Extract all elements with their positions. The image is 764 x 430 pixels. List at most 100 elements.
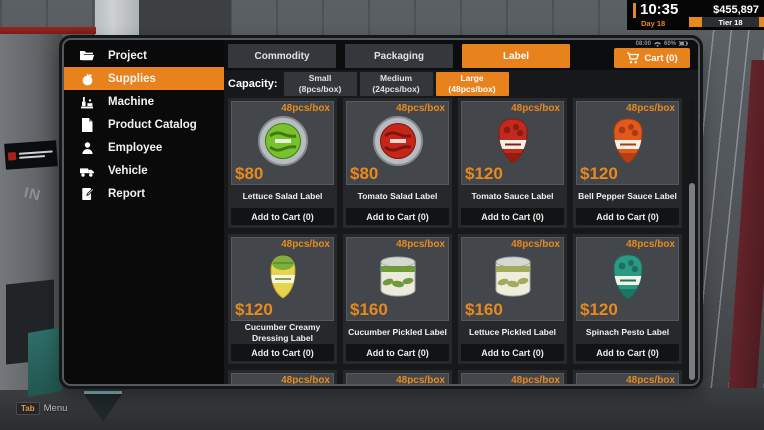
capacity-option-name: Small	[308, 73, 332, 84]
floor-marker-line	[84, 391, 122, 394]
game-clock: 10:35	[640, 1, 679, 18]
add-to-cart-button[interactable]: Add to Cart (0)	[346, 208, 449, 225]
tab-commodity[interactable]: Commodity	[228, 44, 336, 68]
product-art	[257, 251, 309, 308]
add-to-cart-button[interactable]: Add to Cart (0)	[576, 208, 679, 225]
cart-label: Cart (0)	[644, 52, 678, 64]
scrollbar-track[interactable]	[689, 98, 695, 380]
product-price: $80	[350, 164, 379, 183]
folder-icon	[79, 48, 95, 64]
supplies-panel: Project Supplies Machine Product Catalog Emp…	[62, 38, 700, 386]
hud-topbar: 10:35 Day 18 $455,897 Tier 18	[627, 0, 764, 30]
sidebar-item-machine[interactable]: Machine	[64, 90, 224, 113]
apple-icon	[79, 71, 95, 87]
tier-progress-fill	[689, 17, 702, 27]
add-to-cart-button[interactable]: Add to Cart (0)	[576, 344, 679, 361]
product-image-box: 48pcs/box $120	[576, 101, 679, 185]
capacity-option-large[interactable]: Large (48pcs/box)	[435, 72, 509, 96]
cart-icon	[627, 52, 640, 64]
product-art	[486, 252, 540, 307]
sidebar-item-supplies[interactable]: Supplies	[64, 67, 224, 90]
tablet-battery-percent: 60%	[663, 40, 676, 47]
product-card: 48pcs/box $120 Tomato Sauce Label Add to C…	[458, 98, 567, 228]
product-grid: 48pcs/box $80 Lettuce Salad Label Add to C…	[228, 98, 682, 386]
add-to-cart-button[interactable]: Add to Cart (0)	[346, 344, 449, 361]
product-price: $120	[465, 164, 503, 183]
dressing-label-art	[269, 254, 296, 299]
add-to-cart-button[interactable]: Add to Cart (0)	[461, 208, 564, 225]
wifi-icon	[654, 41, 661, 47]
capacity-option-name: Medium	[379, 73, 413, 84]
red-pipe-beam	[0, 27, 96, 34]
tab-bar: Commodity Packaging Label	[228, 44, 570, 68]
product-image-box: 48pcs/box	[231, 373, 334, 386]
tablet-status-bar: 08:00 60%	[636, 40, 688, 47]
sidebar-item-report[interactable]: Report	[64, 182, 224, 205]
can-label-art	[380, 256, 415, 296]
tab-packaging[interactable]: Packaging	[345, 44, 453, 68]
sidebar-item-project[interactable]: Project	[64, 44, 224, 67]
machine-in-text: IN	[22, 184, 43, 205]
sidebar-item-product-catalog[interactable]: Product Catalog	[64, 113, 224, 136]
sidebar-item-vehicle[interactable]: Vehicle	[64, 159, 224, 182]
bottle-label-art	[497, 117, 528, 164]
capacity-option-small[interactable]: Small (8pcs/box)	[283, 72, 357, 96]
sidebar-item-label: Machine	[108, 95, 155, 108]
product-art	[602, 251, 654, 308]
product-card: 48pcs/box $160 Cucumber Pickled Label Add …	[343, 234, 452, 364]
report-icon	[79, 186, 95, 202]
product-image-box: 48pcs/box	[346, 373, 449, 384]
capacity-option-detail: (24pcs/box)	[372, 84, 420, 94]
add-to-cart-button[interactable]: Add to Cart (0)	[231, 208, 334, 225]
pcs-per-box-badge: 48pcs/box	[511, 239, 560, 250]
tab-key-badge: Tab	[16, 402, 40, 415]
pcs-per-box-badge: 48pcs/box	[511, 103, 560, 114]
sidebar-item-label: Supplies	[108, 72, 156, 85]
wall-light-column	[95, 0, 139, 40]
pcs-per-box-badge: 48pcs/box	[396, 103, 445, 114]
pcs-per-box-badge: 48pcs/box	[511, 375, 560, 386]
pcs-per-box-badge: 48pcs/box	[281, 239, 330, 250]
product-image-box: 48pcs/box $80	[346, 101, 449, 185]
sidebar-item-label: Report	[108, 187, 146, 200]
warehouse-floor	[0, 388, 764, 430]
add-to-cart-button[interactable]: Add to Cart (0)	[231, 344, 334, 361]
add-to-cart-button[interactable]: Add to Cart (0)	[461, 344, 564, 361]
product-card: 48pcs/box $80 Lettuce Salad Label Add to C…	[228, 98, 337, 228]
round-label-art	[257, 115, 308, 166]
battery-icon	[679, 41, 688, 46]
capacity-option-medium[interactable]: Medium (24pcs/box)	[359, 72, 433, 96]
product-card-partial: 48pcs/box	[573, 370, 682, 386]
sidebar-item-employee[interactable]: Employee	[64, 136, 224, 159]
menu-hint-label: Menu	[43, 403, 68, 414]
product-price: $120	[580, 300, 618, 319]
pcs-per-box-badge: 48pcs/box	[626, 375, 675, 386]
pcs-per-box-badge: 48pcs/box	[626, 103, 675, 114]
pcs-per-box-badge: 48pcs/box	[281, 103, 330, 114]
pcs-per-box-badge: 48pcs/box	[281, 375, 330, 386]
product-name: Lettuce Salad Label	[242, 191, 323, 202]
product-name: Spinach Pesto Label	[585, 327, 670, 338]
product-image-box: 48pcs/box $120	[461, 101, 564, 185]
capacity-option-detail: (8pcs/box)	[298, 84, 342, 94]
tier-progress-cap	[759, 17, 764, 27]
product-price: $120	[580, 164, 618, 183]
scrollbar-thumb[interactable]	[689, 182, 695, 380]
product-card-partial: 48pcs/box	[458, 370, 567, 386]
product-image-box: 48pcs/box $160	[346, 237, 449, 321]
bottle-label-art	[612, 253, 643, 300]
product-image-box: 48pcs/box $120	[231, 237, 334, 321]
product-image-box: 48pcs/box	[576, 373, 679, 386]
product-card: 48pcs/box $160 Lettuce Pickled Label Add t…	[458, 234, 567, 364]
tier-progress-bar: Tier 18	[689, 17, 764, 27]
cart-button[interactable]: Cart (0)	[614, 48, 690, 68]
label-text-line	[18, 150, 53, 155]
product-price: $80	[235, 164, 264, 183]
money-balance: $455,897	[713, 4, 759, 16]
product-name: Tomato Salad Label	[357, 191, 438, 202]
product-art	[602, 115, 654, 172]
product-image-box: 48pcs/box $80	[231, 101, 334, 185]
product-name: Tomato Sauce Label	[471, 191, 554, 202]
pcs-per-box-badge: 48pcs/box	[396, 239, 445, 250]
tab-label[interactable]: Label	[462, 44, 570, 68]
